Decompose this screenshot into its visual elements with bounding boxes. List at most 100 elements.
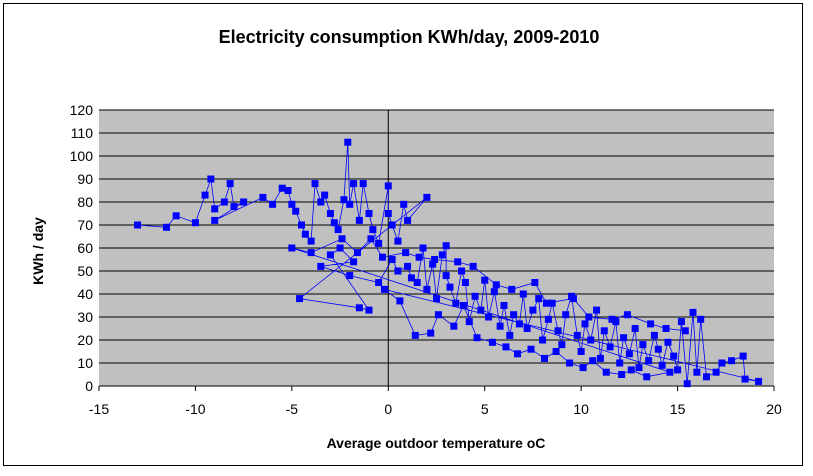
data-point-marker	[654, 345, 662, 353]
data-point-marker	[739, 352, 747, 360]
x-tick-label: 20	[766, 401, 782, 417]
data-point-marker	[191, 219, 199, 227]
data-point-marker	[558, 341, 566, 349]
data-point-marker	[650, 331, 658, 339]
data-point-marker	[689, 308, 697, 316]
data-point-marker	[541, 354, 548, 362]
data-point-marker	[438, 251, 446, 259]
data-point-marker	[317, 198, 325, 206]
data-point-marker	[431, 256, 439, 263]
data-point-marker	[207, 175, 215, 183]
data-point-marker	[269, 200, 277, 208]
data-point-marker	[379, 253, 386, 261]
data-point-marker	[658, 361, 666, 369]
y-tick-label: 0	[85, 378, 93, 394]
data-point-marker	[307, 237, 315, 245]
chart-svg: Electricity consumption KWh/day, 2009-20…	[30, 27, 782, 451]
data-point-marker	[411, 331, 419, 339]
data-point-marker	[697, 315, 705, 323]
data-point-marker	[600, 327, 608, 335]
data-point-marker	[490, 288, 498, 296]
data-point-marker	[579, 364, 587, 372]
data-point-marker	[384, 210, 392, 217]
data-point-marker	[346, 200, 354, 208]
data-point-marker	[566, 359, 574, 367]
data-point-marker	[388, 221, 396, 229]
data-point-marker	[473, 334, 481, 342]
data-point-marker	[741, 375, 749, 383]
data-point-marker	[400, 200, 408, 208]
series-markers	[134, 138, 763, 388]
data-point-marker	[301, 230, 309, 238]
data-point-marker	[226, 180, 234, 188]
data-point-marker	[429, 260, 437, 268]
data-point-marker	[485, 313, 493, 321]
data-point-marker	[404, 262, 412, 270]
data-point-marker	[434, 311, 442, 319]
data-point-marker	[402, 249, 410, 257]
data-point-marker	[645, 357, 653, 365]
data-point-marker	[683, 380, 691, 388]
data-point-marker	[334, 226, 342, 234]
data-point-marker	[662, 325, 670, 332]
data-point-marker	[413, 279, 421, 286]
data-point-marker	[307, 249, 315, 257]
y-tick-label: 20	[77, 332, 93, 348]
data-point-marker	[346, 272, 354, 280]
data-point-marker	[639, 341, 647, 349]
data-point-marker	[465, 318, 473, 326]
data-point-marker	[211, 216, 219, 224]
chart-frame: Electricity consumption KWh/day, 2009-20…	[3, 3, 803, 466]
data-point-marker	[394, 237, 402, 245]
data-point-marker	[278, 184, 286, 192]
data-point-marker	[554, 327, 562, 335]
data-point-marker	[427, 329, 435, 337]
data-point-marker	[596, 354, 604, 362]
data-point-marker	[407, 274, 415, 282]
data-point-marker	[292, 207, 300, 215]
data-point-marker	[394, 267, 402, 275]
data-point-marker	[569, 295, 577, 303]
y-tick-label: 70	[77, 217, 93, 233]
data-point-marker	[460, 302, 467, 309]
data-point-marker	[677, 318, 685, 326]
y-tick-label: 90	[77, 171, 93, 187]
y-tick-label: 30	[77, 309, 93, 325]
data-point-marker	[396, 297, 404, 305]
data-point-marker	[523, 325, 531, 332]
data-point-marker	[635, 364, 643, 372]
data-point-marker	[674, 366, 682, 374]
y-tick-label: 80	[77, 194, 93, 210]
data-point-marker	[298, 221, 305, 229]
data-point-marker	[481, 276, 489, 284]
data-point-marker	[469, 262, 477, 270]
data-point-marker	[488, 338, 496, 346]
data-point-marker	[353, 249, 361, 257]
data-point-marker	[666, 368, 674, 376]
data-point-marker	[288, 200, 296, 208]
data-point-marker	[529, 306, 537, 314]
data-point-marker	[296, 295, 304, 303]
data-point-marker	[728, 357, 736, 365]
data-point-marker	[515, 320, 523, 328]
data-point-marker	[542, 299, 550, 307]
x-axis-title: Average outdoor temperature oC	[327, 435, 546, 451]
data-point-marker	[502, 343, 510, 351]
data-point-marker	[471, 292, 479, 300]
x-tick-label: 15	[670, 401, 686, 417]
x-tick-label: 5	[481, 401, 489, 417]
data-point-marker	[618, 371, 626, 378]
data-point-marker	[338, 235, 346, 243]
data-point-marker	[573, 331, 581, 339]
data-point-marker	[326, 251, 334, 259]
data-point-marker	[355, 216, 363, 224]
data-point-marker	[230, 203, 238, 211]
data-point-marker	[365, 210, 373, 217]
data-point-marker	[240, 198, 248, 206]
data-point-marker	[134, 221, 142, 229]
data-point-marker	[359, 180, 367, 188]
data-point-marker	[423, 285, 431, 293]
data-point-marker	[321, 191, 329, 199]
data-point-marker	[350, 180, 358, 188]
data-point-marker	[703, 373, 710, 381]
